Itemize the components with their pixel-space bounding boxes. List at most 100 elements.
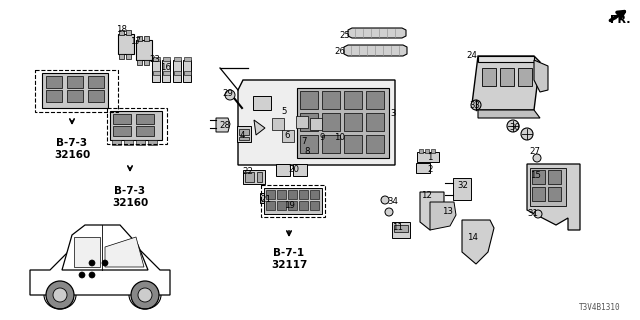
Bar xyxy=(243,170,265,184)
Bar xyxy=(88,76,104,88)
Bar xyxy=(322,113,340,131)
Text: 2: 2 xyxy=(428,165,433,174)
Bar xyxy=(137,60,142,65)
Text: 16: 16 xyxy=(161,62,172,71)
Bar xyxy=(239,137,249,140)
Text: 5: 5 xyxy=(281,108,287,116)
Polygon shape xyxy=(534,60,548,92)
Bar xyxy=(344,135,362,153)
Bar xyxy=(237,126,251,142)
Text: 22: 22 xyxy=(243,167,253,177)
Circle shape xyxy=(89,272,95,278)
Bar xyxy=(264,188,322,214)
Text: 13: 13 xyxy=(442,207,454,217)
Circle shape xyxy=(471,100,481,110)
Bar xyxy=(126,30,131,35)
Bar xyxy=(288,190,297,199)
Bar xyxy=(253,96,271,110)
Circle shape xyxy=(79,272,85,278)
Polygon shape xyxy=(344,45,407,56)
Polygon shape xyxy=(62,225,148,270)
Bar xyxy=(46,90,62,102)
Text: 23: 23 xyxy=(150,54,161,63)
Bar xyxy=(113,126,131,136)
Bar xyxy=(344,113,362,131)
Bar xyxy=(297,88,389,158)
Bar xyxy=(322,135,340,153)
Text: 17: 17 xyxy=(131,37,141,46)
Bar xyxy=(163,71,170,75)
Bar xyxy=(530,168,566,206)
Bar xyxy=(113,114,131,124)
Text: 4: 4 xyxy=(239,132,244,140)
Bar xyxy=(257,172,262,182)
Bar xyxy=(282,130,294,142)
Text: B-7-3
32160: B-7-3 32160 xyxy=(54,138,90,160)
Bar xyxy=(239,129,249,135)
Circle shape xyxy=(46,281,74,309)
Text: 1: 1 xyxy=(428,153,433,162)
Bar xyxy=(112,140,121,145)
Bar xyxy=(152,71,159,75)
Bar xyxy=(416,163,430,173)
Bar xyxy=(500,68,514,86)
Text: 29: 29 xyxy=(223,90,234,99)
Circle shape xyxy=(533,154,541,162)
Text: 21: 21 xyxy=(260,196,271,204)
Bar xyxy=(288,201,297,210)
Bar xyxy=(67,90,83,102)
Circle shape xyxy=(381,196,389,204)
Circle shape xyxy=(521,128,533,140)
Bar xyxy=(425,149,429,153)
Bar xyxy=(366,113,384,131)
Bar xyxy=(261,185,325,217)
Text: T3V4B1310: T3V4B1310 xyxy=(579,303,621,313)
Bar xyxy=(144,36,149,41)
Bar xyxy=(417,152,439,162)
Bar xyxy=(266,190,275,199)
Bar xyxy=(299,201,308,210)
Polygon shape xyxy=(110,111,162,140)
Polygon shape xyxy=(136,40,152,60)
Polygon shape xyxy=(173,60,181,82)
Bar xyxy=(392,222,410,238)
Text: B-7-1
32117: B-7-1 32117 xyxy=(271,248,307,269)
Polygon shape xyxy=(105,237,144,267)
Polygon shape xyxy=(118,34,134,54)
Polygon shape xyxy=(472,56,540,110)
Circle shape xyxy=(102,260,108,266)
Polygon shape xyxy=(478,110,540,118)
Polygon shape xyxy=(74,237,100,267)
Bar xyxy=(144,60,149,65)
Polygon shape xyxy=(420,192,444,230)
Bar xyxy=(518,68,532,86)
Text: 15: 15 xyxy=(531,171,541,180)
Bar xyxy=(419,149,423,153)
Text: 11: 11 xyxy=(392,223,403,233)
Text: 31: 31 xyxy=(527,209,538,218)
Polygon shape xyxy=(183,60,191,82)
Bar xyxy=(482,68,496,86)
Bar xyxy=(260,193,278,203)
Circle shape xyxy=(131,281,159,309)
Circle shape xyxy=(89,260,95,266)
Text: 34: 34 xyxy=(387,197,399,206)
Bar xyxy=(300,91,318,109)
Bar xyxy=(310,201,319,210)
Text: 24: 24 xyxy=(467,52,477,60)
Text: 32: 32 xyxy=(458,180,468,189)
Polygon shape xyxy=(478,56,534,62)
Bar xyxy=(173,57,180,61)
Bar xyxy=(453,178,471,200)
Polygon shape xyxy=(152,60,160,82)
Bar xyxy=(173,71,180,75)
Bar xyxy=(293,164,307,176)
Bar xyxy=(548,187,561,201)
Bar xyxy=(35,70,118,112)
Bar xyxy=(148,140,157,145)
Bar xyxy=(245,172,254,182)
Bar xyxy=(277,201,286,210)
Circle shape xyxy=(138,288,152,302)
Bar xyxy=(136,114,154,124)
Bar xyxy=(310,118,322,130)
